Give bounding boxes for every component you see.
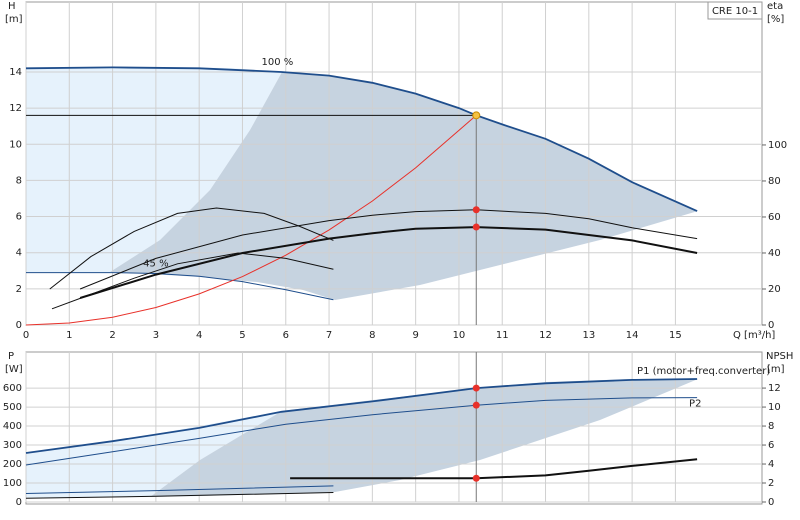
duty-point bbox=[472, 206, 480, 214]
x-tick-label: 1 bbox=[66, 330, 72, 341]
y2-axis-label: eta bbox=[767, 1, 783, 12]
y2-tick-label: 0 bbox=[768, 497, 774, 508]
x-tick-label: 12 bbox=[539, 330, 552, 341]
duty-point bbox=[472, 474, 480, 482]
curve bbox=[79, 209, 698, 290]
curve bbox=[25, 492, 334, 499]
curve bbox=[51, 252, 334, 310]
duty-point bbox=[472, 223, 480, 231]
x-axis-label: Q [m³/h] bbox=[733, 330, 775, 341]
light-area bbox=[26, 67, 282, 272]
title-box bbox=[707, 1, 763, 20]
x-tick-label: 10 bbox=[453, 330, 466, 341]
y-tick-label: 400 bbox=[3, 421, 22, 432]
y-axis-unit: [m] bbox=[5, 14, 23, 25]
y2-tick-label: 12 bbox=[768, 383, 781, 394]
curve bbox=[25, 485, 334, 494]
y-tick-label: 8 bbox=[16, 175, 22, 186]
y2-tick-label: 40 bbox=[768, 248, 781, 259]
y-tick-label: 100 bbox=[3, 478, 22, 489]
y2-tick-label: 20 bbox=[768, 284, 781, 295]
x-tick-label: 9 bbox=[412, 330, 418, 341]
duty-point bbox=[472, 384, 480, 392]
x-tick-label: 14 bbox=[626, 330, 639, 341]
x-tick-label: 7 bbox=[326, 330, 332, 341]
curve bbox=[26, 272, 334, 301]
x-tick-label: 11 bbox=[496, 330, 509, 341]
y-tick-label: 0 bbox=[16, 320, 22, 331]
series-label: P1 (motor+freq.converter) bbox=[637, 366, 770, 377]
y-tick-label: 300 bbox=[3, 440, 22, 451]
x-tick-label: 13 bbox=[582, 330, 595, 341]
y2-axis-unit: [m] bbox=[767, 364, 785, 375]
x-tick-label: 2 bbox=[109, 330, 115, 341]
y-tick-label: 4 bbox=[16, 248, 22, 259]
x-tick-label: 4 bbox=[196, 330, 202, 341]
duty-point bbox=[472, 111, 481, 120]
y2-tick-label: 6 bbox=[768, 440, 774, 451]
y-tick-label: 0 bbox=[16, 497, 22, 508]
y-tick-label: 10 bbox=[9, 139, 22, 150]
x-tick-label: 0 bbox=[23, 330, 29, 341]
y-tick-label: 2 bbox=[16, 284, 22, 295]
y-tick-label: 14 bbox=[9, 67, 22, 78]
y2-axis-unit: [%] bbox=[767, 14, 784, 25]
series-label: 100 % bbox=[262, 57, 294, 68]
y2-tick-label: 2 bbox=[768, 478, 774, 489]
duty-point bbox=[472, 401, 480, 409]
series-label: P2 bbox=[689, 399, 701, 410]
light-area bbox=[26, 411, 282, 498]
y2-tick-label: 10 bbox=[768, 402, 781, 413]
y-axis-label: H bbox=[8, 1, 16, 12]
x-tick-label: 3 bbox=[153, 330, 159, 341]
operating-area bbox=[150, 379, 698, 497]
y-tick-label: 500 bbox=[3, 402, 22, 413]
curve bbox=[25, 397, 698, 466]
x-tick-label: 6 bbox=[283, 330, 289, 341]
y2-tick-label: 100 bbox=[768, 140, 787, 151]
curve bbox=[25, 378, 698, 454]
y-axis-label: P bbox=[8, 351, 14, 362]
curve bbox=[25, 66, 698, 212]
y-tick-label: 200 bbox=[3, 459, 22, 470]
y-tick-label: 12 bbox=[9, 103, 22, 114]
y2-tick-label: 60 bbox=[768, 212, 781, 223]
x-tick-label: 15 bbox=[669, 330, 682, 341]
y2-tick-label: 4 bbox=[768, 459, 774, 470]
y-axis-unit: [W] bbox=[5, 364, 23, 375]
y2-tick-label: 8 bbox=[768, 421, 774, 432]
chart-title: CRE 10-1 bbox=[712, 6, 758, 17]
curve bbox=[290, 458, 698, 480]
y2-tick-label: 80 bbox=[768, 176, 781, 187]
y-tick-label: 600 bbox=[3, 383, 22, 394]
x-tick-label: 5 bbox=[239, 330, 245, 341]
y2-axis-label: NPSH bbox=[766, 351, 793, 362]
curve bbox=[79, 226, 698, 299]
operating-area bbox=[110, 72, 698, 300]
series-label: 45 % bbox=[143, 258, 168, 269]
curve bbox=[49, 207, 334, 290]
y2-tick-label: 0 bbox=[768, 320, 774, 331]
y-tick-label: 6 bbox=[16, 212, 22, 223]
x-tick-label: 8 bbox=[369, 330, 375, 341]
curve bbox=[25, 114, 477, 326]
